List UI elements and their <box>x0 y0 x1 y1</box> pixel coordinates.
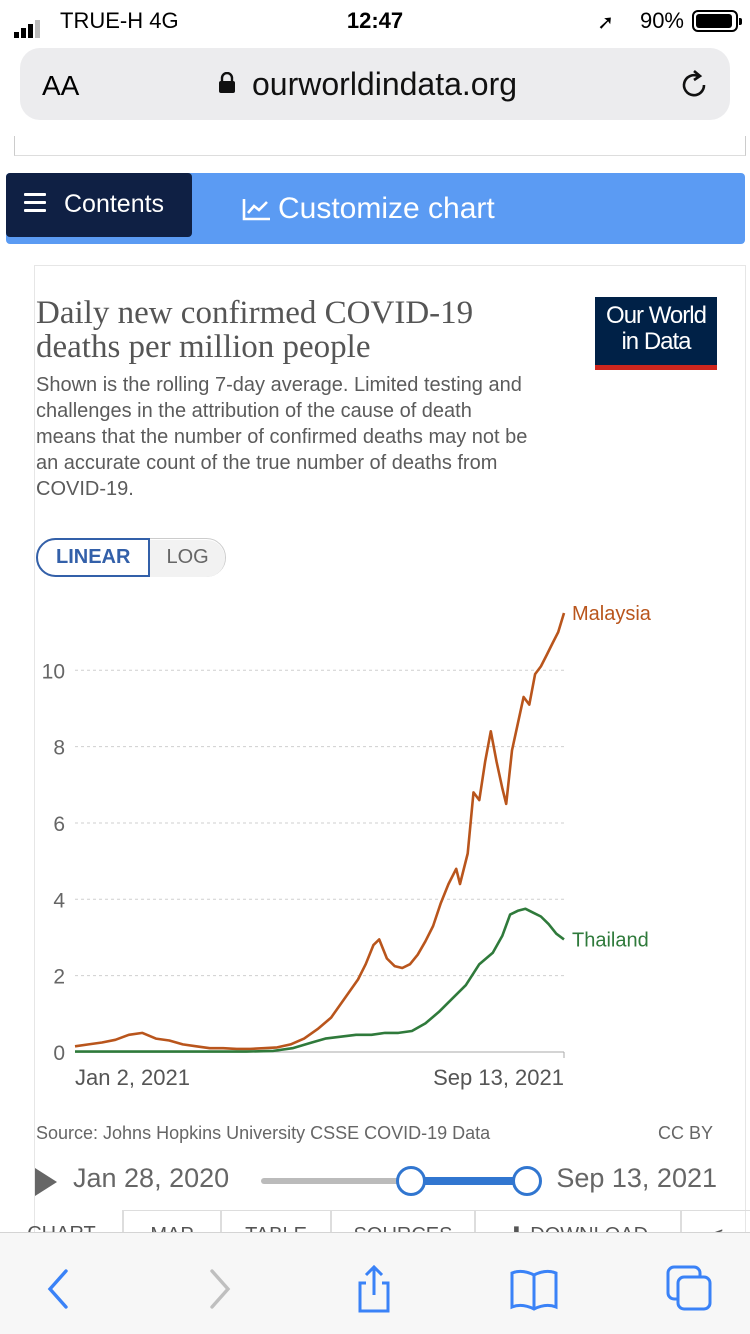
timeline-track[interactable] <box>261 1178 529 1184</box>
chart-subtitle: Shown is the rolling 7-day average. Limi… <box>36 374 528 500</box>
contents-button[interactable]: Contents <box>6 173 192 237</box>
series-line-malaysia <box>74 612 566 1051</box>
signal-icon <box>14 12 42 38</box>
play-icon[interactable] <box>35 1168 57 1196</box>
y-tick-label: 6 <box>53 813 65 836</box>
clock: 12:47 <box>346 8 404 33</box>
series-label-malaysia: Malaysia <box>572 603 652 625</box>
address-bar[interactable]: AA ourworldindata.org <box>20 48 730 120</box>
x-tick-label: Jan 2, 2021 <box>75 1065 190 1090</box>
scale-toggle: LINEAR LOG <box>36 538 226 577</box>
owid-logo[interactable]: Our World in Data <box>595 297 717 370</box>
y-tick-label: 0 <box>53 1042 65 1065</box>
timeline-control: Jan 28, 2020 Sep 13, 2021 <box>35 1156 747 1204</box>
lock-icon <box>219 72 235 93</box>
battery-percent: 90% <box>639 8 684 33</box>
source-note: Source: Johns Hopkins University CSSE CO… <box>36 1123 491 1143</box>
line-chart-icon <box>242 199 270 221</box>
y-tick-label: 8 <box>53 737 65 760</box>
series-line-thailand <box>75 907 565 1053</box>
series-label-thailand: Thailand <box>572 929 649 951</box>
timeline-start-label: Jan 28, 2020 <box>73 1163 230 1193</box>
carrier-label: TRUE-H 4G <box>60 8 179 33</box>
status-bar: TRUE-H 4G 12:47 ➚ 90% <box>0 0 750 40</box>
timeline-end-label: Sep 13, 2021 <box>556 1163 717 1193</box>
page-top-edge <box>14 136 746 156</box>
share-sheet-icon[interactable] <box>348 1263 400 1315</box>
chart-title: Daily new confirmed COVID-19 deaths per … <box>36 295 474 365</box>
location-icon: ➚ <box>597 12 614 34</box>
url-text[interactable]: ourworldindata.org <box>252 66 518 102</box>
bookmarks-icon[interactable] <box>508 1263 560 1315</box>
y-tick-label: 4 <box>53 889 65 912</box>
timeline-selected-range <box>411 1177 529 1185</box>
contents-label: Contents <box>64 190 165 218</box>
customize-chart-button[interactable]: Customize chart <box>242 192 495 226</box>
battery-icon <box>692 10 742 32</box>
y-tick-label: 2 <box>53 966 65 989</box>
customize-chart-label: Customize chart <box>278 192 495 225</box>
license-link[interactable]: CC BY <box>657 1123 713 1143</box>
text-size-button[interactable]: AA <box>42 70 80 101</box>
timeline-end-handle[interactable] <box>512 1166 542 1196</box>
chart-card: Daily new confirmed COVID-19 deaths per … <box>27 265 750 1265</box>
article-nav-bar: Contents Customize chart <box>6 173 745 244</box>
timeline-start-handle[interactable] <box>396 1166 426 1196</box>
tabs-icon[interactable] <box>664 1263 716 1315</box>
reload-icon[interactable] <box>678 68 712 102</box>
line-chart: 0 2 4 6 8 10 Jan 2, 2021 Sep 13, 2021 Malaysia Th… <box>42 603 652 1090</box>
forward-icon[interactable] <box>192 1263 244 1315</box>
linear-scale-button[interactable]: LINEAR <box>36 538 151 577</box>
x-tick-label: Sep 13, 2021 <box>433 1065 564 1090</box>
y-tick-label: 10 <box>42 660 65 683</box>
hamburger-icon <box>24 193 46 217</box>
log-scale-button[interactable]: LOG <box>150 540 225 577</box>
browser-toolbar <box>0 1232 750 1334</box>
back-icon[interactable] <box>34 1263 86 1315</box>
